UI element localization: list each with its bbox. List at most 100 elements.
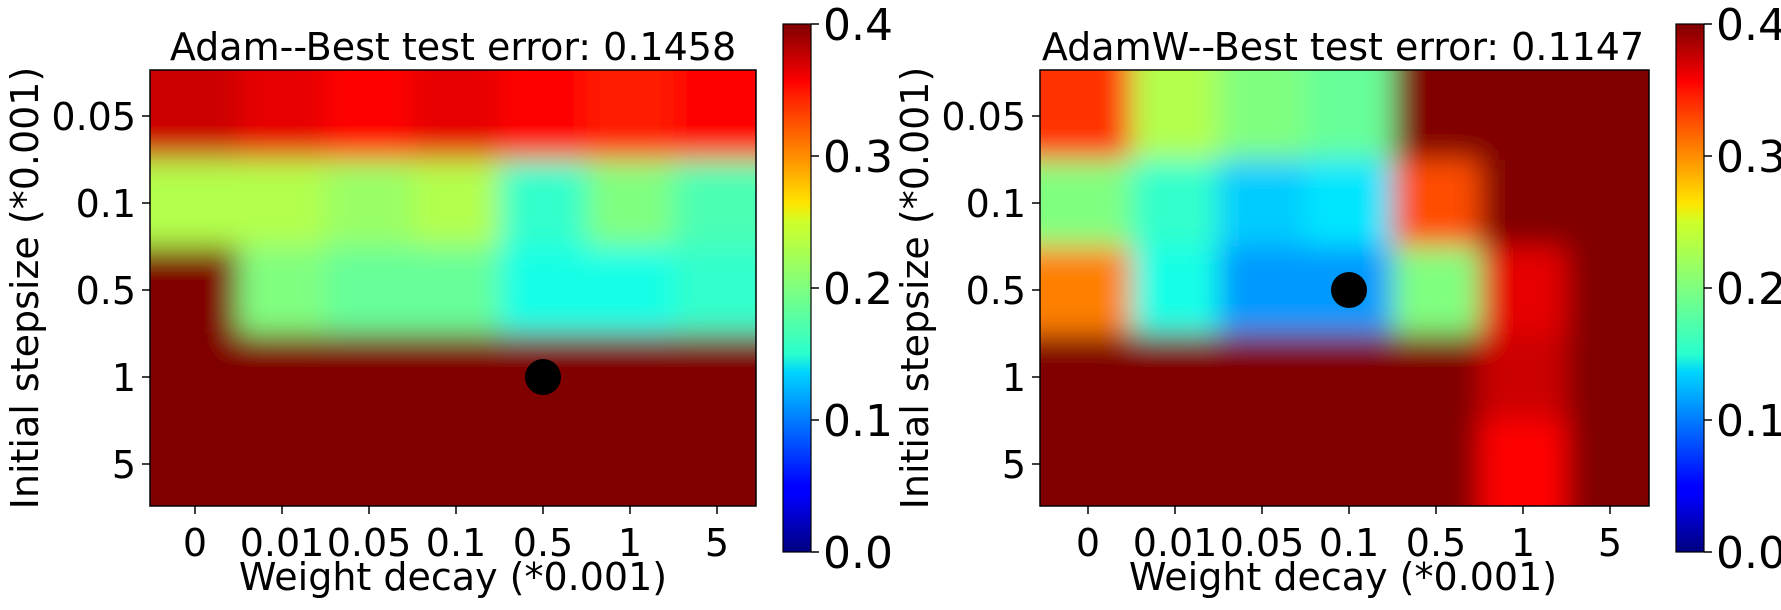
heatmap-cell <box>586 246 675 335</box>
heatmap-cell <box>150 159 240 248</box>
heatmap-cell <box>1392 70 1481 161</box>
heatmap-cell <box>1131 333 1220 422</box>
y-tick-label: 1 <box>1002 356 1026 400</box>
heatmap-cell <box>586 420 675 506</box>
heatmap-cell <box>673 246 756 335</box>
heatmap-cell <box>1040 333 1133 422</box>
colorbar-tick-label: 0.4 <box>1716 0 1781 51</box>
y-tick-label: 5 <box>112 443 136 487</box>
heatmap-cell <box>238 420 327 506</box>
heatmap-cell <box>673 333 756 422</box>
heatmap-cell <box>499 246 588 335</box>
y-tick-label: 0.1 <box>76 182 136 226</box>
heatmap-cell <box>412 70 501 161</box>
heatmap-cell <box>1131 70 1220 161</box>
heatmap-cell <box>150 246 240 335</box>
heatmap-cell <box>1392 333 1481 422</box>
heatmap-cell <box>412 333 501 422</box>
heatmap-cell <box>1218 420 1307 506</box>
x-tick-label: 0.05 <box>327 521 412 565</box>
heatmap-cell <box>238 70 327 161</box>
heatmap-cell <box>1131 159 1220 248</box>
heatmap-cell <box>1392 159 1481 248</box>
heatmap-cell <box>1392 420 1481 506</box>
heatmap-cell <box>1131 420 1220 506</box>
heatmap-cell <box>1040 159 1133 248</box>
x-tick-label: 0.1 <box>1319 521 1379 565</box>
x-tick-label: 0.5 <box>1406 521 1466 565</box>
x-tick-label: 1 <box>618 521 642 565</box>
y-tick-label: 5 <box>1002 443 1026 487</box>
colorbar-tick-label: 0.0 <box>1716 528 1781 579</box>
plot-frame <box>149 69 757 507</box>
best-point-marker <box>525 359 561 395</box>
colorbar-ticks: 0.0 0.1 0.2 0.3 0.4 <box>811 0 893 579</box>
heatmap-cell <box>412 420 501 506</box>
heatmap-cell <box>150 420 240 506</box>
heatmap-cell <box>1218 70 1307 161</box>
y-tick-label: 0.05 <box>51 95 136 139</box>
heatmap-cells <box>150 70 756 506</box>
heatmap-panel-adamw: AdamW--Best test error: 0.1147 0 0.01 0.05… <box>893 0 1781 599</box>
heatmap-cell <box>325 70 414 161</box>
y-tick-label: 0.1 <box>966 182 1026 226</box>
heatmap-cell <box>1305 333 1394 422</box>
colorbar-tick-label: 0.2 <box>823 264 893 315</box>
heatmap-cell <box>499 420 588 506</box>
heatmap-cell <box>673 70 756 161</box>
x-tick-label: 5 <box>1598 521 1622 565</box>
heatmap-cells <box>1040 70 1649 506</box>
x-ticks: 0 0.01 0.05 0.1 0.5 1 5 <box>1076 506 1622 565</box>
colorbar <box>782 23 812 553</box>
x-axis-label: Weight decay (*0.001) <box>239 555 667 599</box>
heatmap-cell <box>499 159 588 248</box>
colorbar-tick-label: 0.3 <box>823 132 893 183</box>
heatmap-cell <box>1566 246 1649 335</box>
x-tick-label: 0 <box>183 521 207 565</box>
heatmap-cell <box>1040 420 1133 506</box>
x-tick-label: 0.1 <box>426 521 486 565</box>
y-ticks: 0.05 0.1 0.5 1 5 <box>51 95 150 487</box>
heatmap-cell <box>325 333 414 422</box>
heatmap-cell <box>673 420 756 506</box>
x-tick-label: 1 <box>1511 521 1535 565</box>
colorbar <box>1675 23 1705 553</box>
heatmap-cell <box>1305 159 1394 248</box>
heatmap-cell <box>1131 246 1220 335</box>
y-tick-label: 0.5 <box>966 269 1026 313</box>
heatmap-cell <box>1218 246 1307 335</box>
heatmap-cell <box>238 159 327 248</box>
heatmap-cell <box>1479 420 1568 506</box>
heatmap-cell <box>238 246 327 335</box>
heatmap-panel-adam: Adam--Best test error: 0.1458 0 0.01 0.05 0… <box>3 0 893 599</box>
heatmap-cell <box>325 159 414 248</box>
heatmap-cell <box>412 246 501 335</box>
heatmap-cell <box>325 246 414 335</box>
y-tick-label: 1 <box>112 356 136 400</box>
y-axis-label: Initial stepsize (*0.001) <box>893 67 937 510</box>
heatmap-cell <box>1218 333 1307 422</box>
colorbar-tick-label: 0.1 <box>823 396 893 447</box>
heatmap-cell <box>499 70 588 161</box>
heatmap-cell <box>1479 333 1568 422</box>
heatmap-cell <box>1479 159 1568 248</box>
heatmap-cell <box>1566 159 1649 248</box>
heatmap-area <box>1040 70 1649 506</box>
heatmap-cell <box>1218 159 1307 248</box>
heatmap-cell <box>586 70 675 161</box>
colorbar-tick-label: 0.1 <box>1716 396 1781 447</box>
y-axis-label: Initial stepsize (*0.001) <box>3 67 47 510</box>
heatmap-cell <box>586 159 675 248</box>
colorbar-tick-label: 0.0 <box>823 528 893 579</box>
colorbar-tick-label: 0.3 <box>1716 132 1781 183</box>
plot-frame <box>1039 69 1650 507</box>
x-ticks: 0 0.01 0.05 0.1 0.5 1 5 <box>183 506 729 565</box>
heatmap-cell <box>586 333 675 422</box>
x-axis-label: Weight decay (*0.001) <box>1129 555 1557 599</box>
y-tick-label: 0.5 <box>76 269 136 313</box>
heatmap-cell <box>1566 333 1649 422</box>
y-ticks: 0.05 0.1 0.5 1 5 <box>941 95 1040 487</box>
colorbar-tick-label: 0.2 <box>1716 264 1781 315</box>
